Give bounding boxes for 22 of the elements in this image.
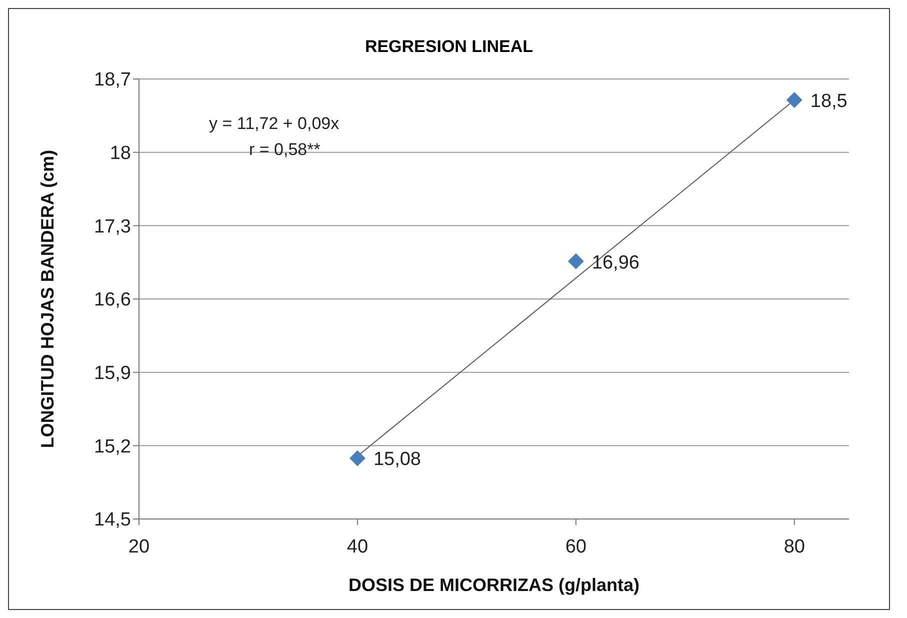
x-tick-label: 80 (784, 536, 805, 558)
point (568, 253, 584, 270)
y-tick-label: 17,3 (94, 216, 131, 238)
chart-title: REGRESION LINEAL (364, 37, 534, 57)
y-tick-label: 15,2 (94, 436, 131, 458)
point (349, 450, 366, 466)
annotation: r = 0,58** (248, 139, 322, 161)
y-tick-label: 15,9 (94, 363, 131, 384)
x-axis-title: DOSIS DE MICORRIZAS (g/planta) (348, 575, 640, 595)
y-tick-label: 16,6 (94, 290, 131, 311)
y-axis-title: LONGITUD HOJAS BANDERA (cm) (37, 150, 58, 448)
data-label: 15,08 (373, 449, 422, 470)
x-tick-label: 60 (565, 536, 586, 558)
y-tick-label: 18 (110, 143, 131, 164)
y-tick-label: 18,7 (94, 70, 131, 91)
annotation: y = 11,72 + 0,09x (209, 113, 340, 135)
y-tick-label: 14,5 (94, 510, 131, 531)
data-label: 16,96 (592, 252, 640, 274)
x-tick-label: 40 (346, 536, 368, 558)
data-label: 18,5 (810, 90, 848, 112)
point (786, 92, 802, 108)
x-tick-label: 20 (128, 536, 150, 558)
